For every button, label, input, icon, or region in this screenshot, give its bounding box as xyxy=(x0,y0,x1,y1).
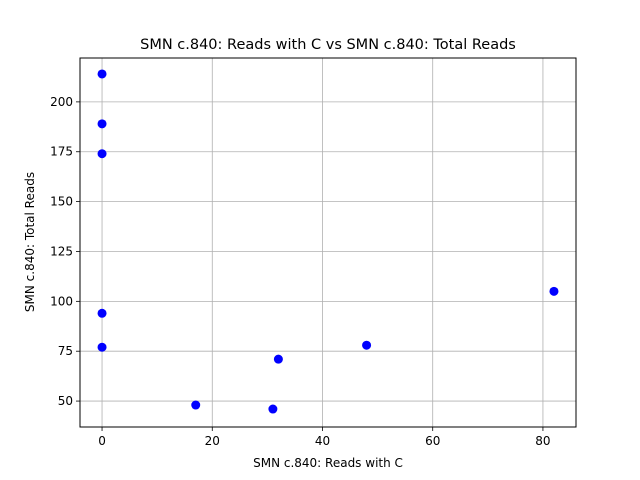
x-tick-label: 80 xyxy=(535,434,550,448)
chart-title: SMN c.840: Reads with C vs SMN c.840: To… xyxy=(140,37,516,53)
data-point xyxy=(97,119,107,129)
x-tick-label: 20 xyxy=(205,434,220,448)
data-point xyxy=(191,400,201,410)
y-axis-title: SMN c.840: Total Reads xyxy=(23,172,37,312)
x-tick-label: 60 xyxy=(425,434,440,448)
data-points xyxy=(97,69,559,414)
y-tick-label: 200 xyxy=(50,95,73,109)
x-tick-label: 0 xyxy=(98,434,106,448)
y-tick-label: 175 xyxy=(50,145,73,159)
x-tick-label: 40 xyxy=(315,434,330,448)
y-tick-label: 50 xyxy=(58,394,73,408)
plot-area-frame xyxy=(79,57,577,428)
data-point xyxy=(97,342,107,352)
data-point xyxy=(97,149,107,159)
y-tick-label: 150 xyxy=(50,195,73,209)
data-point xyxy=(549,286,559,296)
grid-lines xyxy=(80,58,576,427)
y-axis-ticks: 50 75 100 125 150 175 200 xyxy=(50,95,80,408)
y-tick-label: 75 xyxy=(58,344,73,358)
y-tick-label: 100 xyxy=(50,294,73,308)
x-axis-title: SMN c.840: Reads with C xyxy=(253,456,403,470)
data-point xyxy=(362,340,372,350)
data-point xyxy=(268,404,278,414)
x-axis-ticks: 0 20 40 60 80 xyxy=(98,427,551,448)
y-tick-label: 125 xyxy=(50,244,73,258)
data-point xyxy=(97,308,107,318)
data-point xyxy=(97,69,107,79)
data-point xyxy=(273,354,283,364)
